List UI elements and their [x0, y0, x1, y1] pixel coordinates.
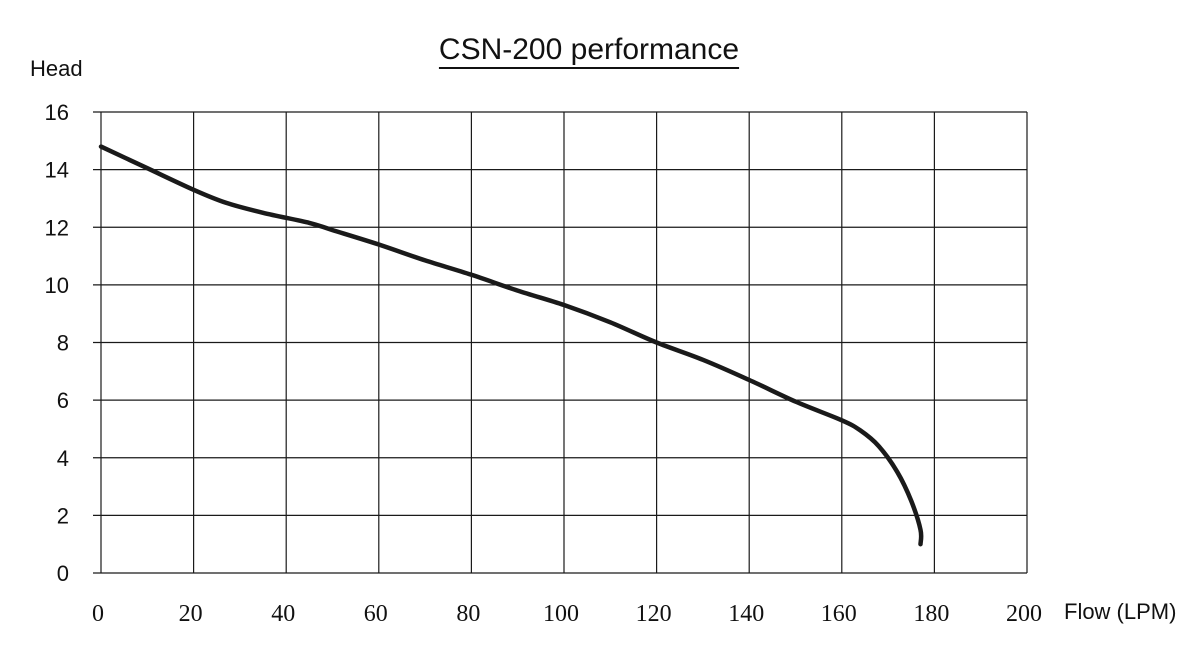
- y-tick-label: 10: [45, 273, 69, 298]
- x-tick-label: 180: [913, 601, 949, 627]
- y-tick-label: 4: [57, 446, 69, 471]
- x-tick-label: 80: [456, 601, 480, 627]
- y-tick-label: 16: [45, 100, 69, 125]
- grid: [93, 111, 1028, 574]
- x-tick-label: 100: [543, 601, 579, 627]
- series-layer: [98, 144, 924, 547]
- tick-labels: 0 20 40 60 80 100 120 140 160 180 200 0 2 4 6 8 10 12 14 16: [45, 100, 1042, 627]
- x-axis-label: Flow (LPM): [1064, 599, 1176, 624]
- y-tick-label: 14: [45, 158, 69, 183]
- y-tick-label: 12: [45, 215, 69, 240]
- y-tick-label: 2: [57, 503, 69, 528]
- x-tick-label: 40: [271, 601, 295, 627]
- series-line: [98, 144, 924, 547]
- x-tick-label: 200: [1006, 601, 1042, 627]
- x-tick-label: 60: [364, 601, 388, 627]
- y-tick-label: 0: [57, 561, 69, 586]
- x-tick-label: 0: [92, 601, 104, 627]
- x-tick-label: 120: [636, 601, 672, 627]
- x-tick-label: 20: [179, 601, 203, 627]
- y-axis-label: Head: [30, 56, 83, 81]
- x-tick-label: 160: [821, 601, 857, 627]
- chart-title: CSN-200 performance: [439, 33, 739, 66]
- y-tick-label: 8: [57, 331, 69, 356]
- x-tick-label: 140: [728, 601, 764, 627]
- y-tick-label: 6: [57, 388, 69, 413]
